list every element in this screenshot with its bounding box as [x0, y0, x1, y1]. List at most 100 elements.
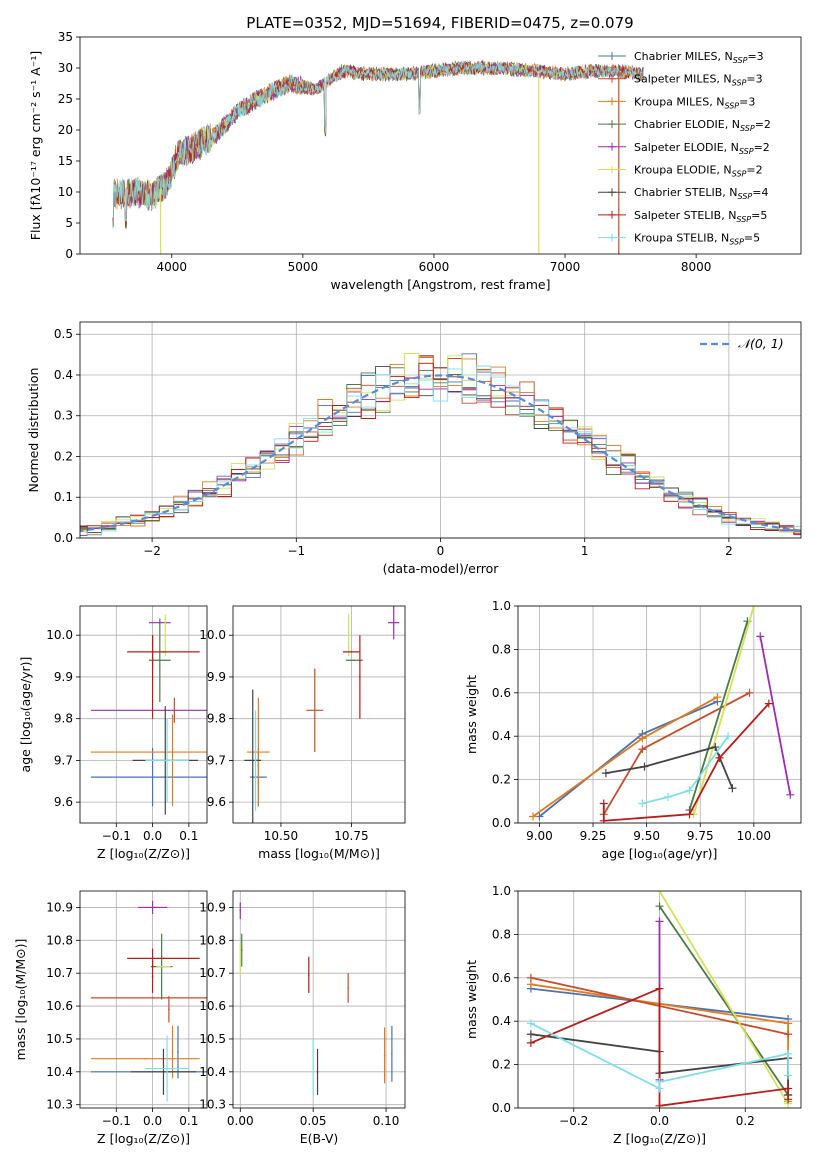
y-tick-label: 0.0 [54, 531, 73, 545]
data-point [159, 659, 161, 662]
legend-label: Salpeter MILES, NSSP=3 [634, 73, 763, 88]
data-point [162, 651, 165, 653]
data-point [151, 751, 154, 753]
weight-marker [784, 1019, 793, 1028]
data-point [239, 959, 242, 961]
x-tick-label: 8000 [681, 260, 712, 274]
data-point [316, 1071, 319, 1073]
y-tick-label: 9.8 [54, 712, 73, 726]
x-axis-label: Z [log₁₀(Z/Z⊙)] [613, 1131, 706, 1146]
legend-marker [608, 52, 616, 60]
y-tick-label: 0.4 [54, 368, 73, 382]
legend-marker [608, 74, 616, 83]
weight-marker [655, 1077, 664, 1086]
x-tick-label: 0.10 [373, 1114, 400, 1128]
y-tick-label: 9.9 [54, 670, 73, 684]
x-tick-label: 0.1 [179, 829, 198, 843]
data-point [251, 759, 254, 762]
axes-frame [232, 605, 406, 824]
y-axis-label: mass weight [464, 675, 479, 754]
weight-marker [526, 1019, 535, 1028]
data-point [151, 975, 154, 978]
panel-massweight-vs-age: 9.00 9.25 9.50 9.75 10.00 0.0 0.2 0.4 0.6 0.8 1.0 a… [464, 599, 802, 861]
y-tick-label: 9.9 [207, 670, 226, 684]
legend-marker [608, 142, 616, 151]
weight-marker [599, 816, 608, 823]
x-tick-label: 0.0 [143, 829, 162, 843]
y-tick-label: 10.4 [46, 1065, 73, 1079]
data-point [162, 957, 165, 960]
data-point [391, 1052, 393, 1055]
panel-age-vs-mass: 10.50 10.75 9.6 9.7 9.8 9.9 10.0 mass [log₁₀(M/… [199, 605, 406, 861]
data-point [350, 651, 353, 653]
panel-mass-vs-EBV: 0.00 0.05 0.10 10.3 10.4 10.5 10.6 10.7 10.8 10.9… [199, 890, 406, 1146]
legend-marker [608, 97, 616, 106]
panel-age-vs-Z: −0.1 0.0 0.1 9.6 9.7 9.8 9.9 10.0 Z [log₁₀(Z/Z⊙)… [18, 605, 208, 861]
y-tick-label: 1.0 [492, 884, 511, 898]
data-point [151, 776, 154, 778]
y-tick-label: 1.0 [492, 599, 511, 613]
y-tick-label: 10 [58, 185, 73, 199]
data-point [254, 759, 257, 762]
x-tick-label: 9.00 [526, 829, 553, 843]
x-tick-label: 9.75 [687, 829, 714, 843]
spectrum-line-8 [112, 60, 644, 229]
y-tick-label: 10.8 [199, 933, 226, 947]
plot-area [90, 614, 207, 815]
weight-marker [655, 1101, 664, 1108]
y-tick-label: 10.0 [46, 628, 73, 642]
x-tick-label: 2 [725, 544, 733, 558]
y-tick-label: 10.5 [199, 1032, 226, 1046]
plot-area [529, 606, 795, 823]
y-tick-label: 10.7 [46, 966, 73, 980]
x-axis-label: Z [log₁₀(Z/Z⊙)] [97, 1131, 190, 1146]
axes-frame [79, 36, 802, 255]
x-axis-label: E(B-V) [300, 1131, 339, 1146]
weight-marker [526, 1038, 535, 1047]
y-tick-label: 0.4 [492, 1014, 511, 1028]
weight-marker [655, 984, 664, 993]
y-tick-label: 10.6 [46, 999, 73, 1013]
weight-line-6 [605, 745, 734, 789]
x-axis-label: wavelength [Angstrom, rest frame] [330, 277, 550, 292]
data-point [257, 751, 260, 753]
spectrum-line-7 [112, 59, 644, 228]
y-tick-label: 0.2 [492, 773, 511, 787]
legend-gaussian-label: 𝒩(0, 1) [738, 336, 784, 351]
y-tick-label: 10.9 [46, 900, 73, 914]
y-tick-label: 0.4 [492, 729, 511, 743]
weight-marker [655, 902, 664, 911]
data-point [347, 634, 350, 637]
weight-line-7 [602, 702, 770, 822]
y-tick-label: 20 [58, 123, 73, 137]
axes-frame [79, 321, 802, 539]
data-point [162, 965, 165, 968]
weight-marker [529, 812, 538, 821]
weight-marker [640, 762, 649, 771]
y-tick-label: 10.8 [46, 933, 73, 947]
plot-area [244, 606, 400, 823]
weight-marker [638, 745, 647, 754]
data-point [177, 1051, 179, 1053]
x-axis-label: age [log₁₀(age/yr)] [602, 846, 718, 861]
weight-marker [728, 784, 737, 793]
data-point [151, 906, 154, 909]
x-tick-label: −0.1 [102, 1114, 131, 1128]
x-axis-label: (data-model)/error [383, 561, 500, 576]
y-axis-label: Flux [fλ10⁻¹⁷ erg cm⁻² s⁻¹ A⁻¹] [28, 51, 43, 240]
panels: 4000 5000 6000 7000 800005101520253035wavele… [13, 30, 802, 1146]
legend-label: Chabrier MILES, NSSP=3 [634, 50, 764, 65]
y-tick-label: 0.6 [492, 686, 511, 700]
weight-marker [638, 734, 647, 743]
data-point [240, 949, 243, 951]
weight-marker [764, 699, 773, 708]
y-tick-label: 0.2 [492, 1058, 511, 1072]
weight-line-4 [759, 636, 792, 795]
y-tick-label: 10.5 [46, 1032, 73, 1046]
axes-frame [79, 605, 208, 824]
x-tick-label: 9.50 [633, 829, 660, 843]
weight-marker [601, 769, 610, 778]
histogram-8 [80, 365, 801, 536]
weight-marker [749, 606, 758, 610]
x-tick-label: 0.1 [179, 1114, 198, 1128]
